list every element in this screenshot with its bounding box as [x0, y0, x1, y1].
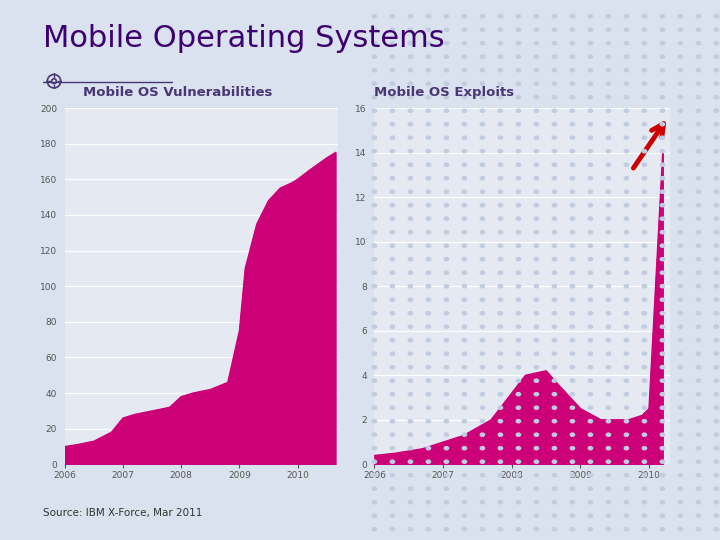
Text: Source: IBM X-Force, Mar 2011: Source: IBM X-Force, Mar 2011 — [43, 508, 202, 518]
Text: Mobile OS Vulnerabilities: Mobile OS Vulnerabilities — [83, 86, 272, 99]
Text: Mobile Operating Systems: Mobile Operating Systems — [43, 24, 445, 53]
Text: Mobile OS Exploits: Mobile OS Exploits — [374, 86, 515, 99]
